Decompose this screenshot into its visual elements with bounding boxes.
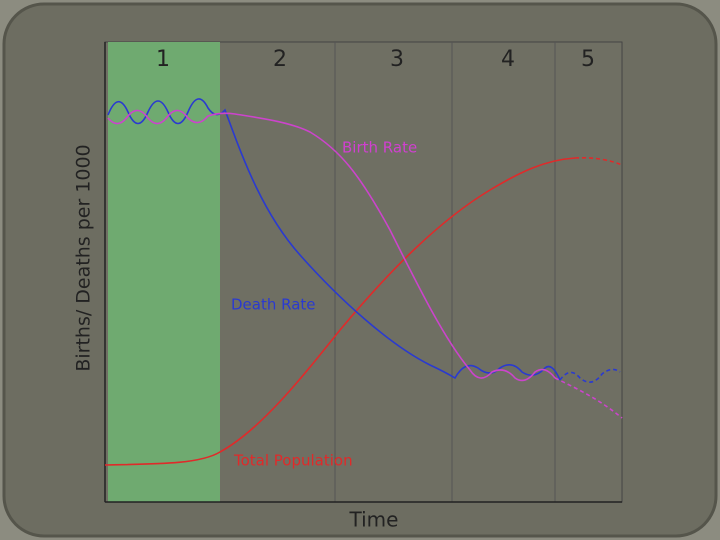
x-axis-label: Time [349, 508, 399, 532]
stage-1-band [108, 42, 220, 502]
population-label: Total Population [233, 452, 353, 470]
stage-label: 3 [390, 47, 404, 72]
death-rate-curve [107, 98, 561, 381]
y-axis-label: Births/ Deaths per 1000 [73, 144, 95, 371]
stage-label: 4 [501, 47, 515, 72]
population-curve [104, 157, 576, 466]
stage-dividers [334, 42, 556, 502]
stage-label: 1 [156, 47, 170, 72]
death-rate-curve-projection [559, 368, 621, 383]
population-curve-projection [574, 157, 623, 166]
birth-rate-curve [107, 109, 556, 382]
birth-rate-label: Birth Rate [342, 139, 417, 157]
death-rate-label: Death Rate [231, 296, 316, 314]
birth-rate-curve-projection [554, 377, 623, 419]
stage-label: 2 [273, 47, 287, 72]
stage-label: 5 [581, 47, 595, 72]
